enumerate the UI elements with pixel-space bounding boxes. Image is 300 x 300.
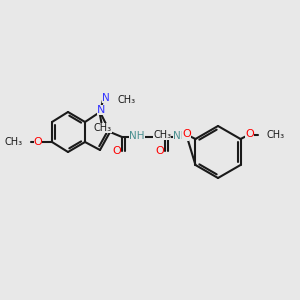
Text: N: N [102, 93, 110, 103]
Text: O: O [245, 129, 254, 139]
Text: NH: NH [129, 131, 145, 141]
Text: O: O [34, 137, 42, 147]
Text: CH₃: CH₃ [266, 130, 285, 140]
Text: CH₃: CH₃ [153, 130, 172, 140]
Text: O: O [182, 129, 191, 139]
Text: CH₃: CH₃ [117, 95, 135, 105]
Text: N: N [97, 105, 105, 115]
Text: CH₃: CH₃ [94, 123, 112, 133]
Text: O: O [112, 146, 122, 156]
Text: NH: NH [173, 131, 189, 141]
Text: CH₃: CH₃ [5, 137, 23, 147]
Text: O: O [156, 146, 164, 156]
